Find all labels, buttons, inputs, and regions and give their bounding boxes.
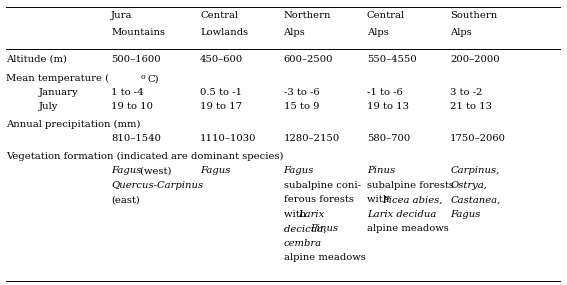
Text: (east): (east) [111,195,140,204]
Text: 580–700: 580–700 [367,134,410,143]
Text: Southern: Southern [450,11,497,20]
Text: 0.5 to -1: 0.5 to -1 [200,88,242,97]
Text: alpine meadows: alpine meadows [284,253,365,262]
Text: alpine meadows: alpine meadows [367,224,448,233]
Text: 19 to 10: 19 to 10 [111,102,153,111]
Text: cembra: cembra [284,239,321,248]
Text: 500–1600: 500–1600 [111,54,161,64]
Text: Pinus: Pinus [311,224,338,233]
Text: Mountains: Mountains [111,28,165,37]
Text: C): C) [147,74,159,83]
Text: 1280–2150: 1280–2150 [284,134,340,143]
Text: 810–1540: 810–1540 [111,134,161,143]
Text: Larix: Larix [298,210,325,219]
Text: 19 to 17: 19 to 17 [200,102,242,111]
Text: Pinus: Pinus [367,166,395,175]
Text: with: with [284,210,309,219]
Text: Larix decidua: Larix decidua [367,210,436,219]
Text: Central: Central [200,11,238,20]
Text: Alps: Alps [450,28,472,37]
Text: -3 to -6: -3 to -6 [284,88,319,97]
Text: Mean temperature (: Mean temperature ( [6,74,109,83]
Text: (west): (west) [137,166,172,175]
Text: Northern: Northern [284,11,331,20]
Text: ferous forests: ferous forests [284,195,353,204]
Text: o: o [141,73,146,81]
Text: Quercus-Carpinus: Quercus-Carpinus [111,181,204,190]
Text: Jura: Jura [111,11,133,20]
Text: Lowlands: Lowlands [200,28,248,37]
Text: January: January [39,88,79,97]
Text: 15 to 9: 15 to 9 [284,102,319,111]
Text: 550–4550: 550–4550 [367,54,417,64]
Text: 21 to 13: 21 to 13 [450,102,492,111]
Text: Castanea,: Castanea, [450,195,501,204]
Text: 1 to -4: 1 to -4 [111,88,144,97]
Text: Altitude (m): Altitude (m) [6,54,67,64]
Text: Vegetation formation (indicated are dominant species): Vegetation formation (indicated are domi… [6,152,283,161]
Text: Annual precipitation (mm): Annual precipitation (mm) [6,120,140,129]
Text: Picea abies,: Picea abies, [382,195,442,204]
Text: subalpine coni-: subalpine coni- [284,181,361,190]
Text: Alps: Alps [367,28,388,37]
Text: Carpinus,: Carpinus, [450,166,500,175]
Text: 3 to -2: 3 to -2 [450,88,483,97]
Text: subalpine forests: subalpine forests [367,181,454,190]
Text: Alps: Alps [284,28,305,37]
Text: Central: Central [367,11,405,20]
Text: 200–2000: 200–2000 [450,54,500,64]
Text: Fagus: Fagus [111,166,142,175]
Text: -1 to -6: -1 to -6 [367,88,403,97]
Text: 450–600: 450–600 [200,54,243,64]
Text: with: with [367,195,392,204]
Text: July: July [39,102,58,111]
Text: 600–2500: 600–2500 [284,54,333,64]
Text: Fagus: Fagus [450,210,481,219]
Text: Ostrya,: Ostrya, [450,181,487,190]
Text: 1750–2060: 1750–2060 [450,134,506,143]
Text: Fagus: Fagus [284,166,314,175]
Text: 19 to 13: 19 to 13 [367,102,409,111]
Text: 1110–1030: 1110–1030 [200,134,257,143]
Text: decicua,: decicua, [284,224,329,233]
Text: Fagus: Fagus [200,166,231,175]
